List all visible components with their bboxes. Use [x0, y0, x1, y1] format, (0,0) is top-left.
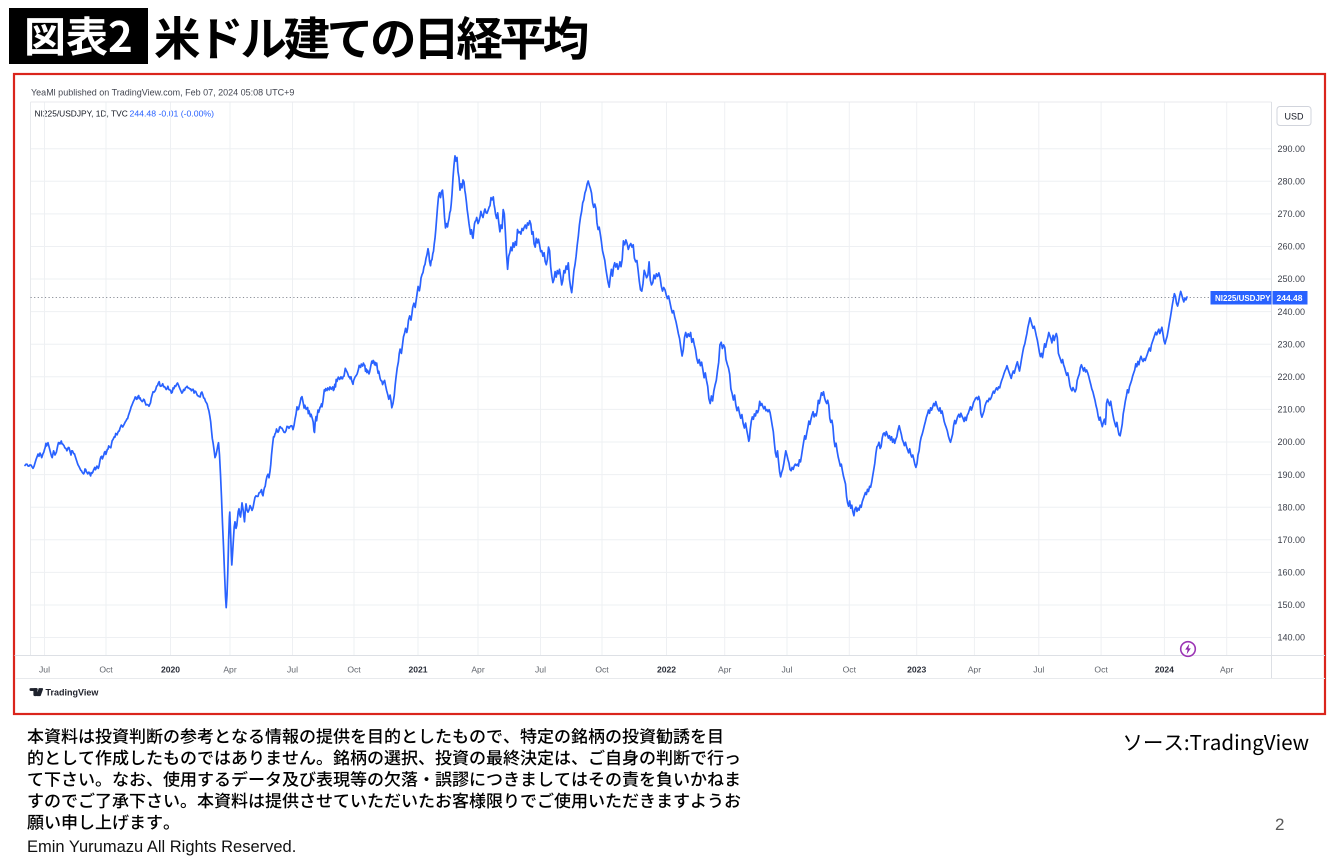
svg-text:244.48: 244.48 — [130, 109, 157, 119]
svg-text:280.00: 280.00 — [1278, 177, 1306, 187]
svg-text:270.00: 270.00 — [1278, 209, 1306, 219]
svg-text:NI225/USDJPY: NI225/USDJPY — [1215, 294, 1271, 303]
svg-text:Apr: Apr — [1220, 665, 1234, 675]
svg-text:Jul: Jul — [535, 665, 546, 675]
svg-text:USD: USD — [1284, 112, 1304, 122]
svg-text:Oct: Oct — [843, 665, 857, 675]
svg-text:2020: 2020 — [161, 665, 180, 675]
svg-text:Jul: Jul — [1033, 665, 1044, 675]
svg-text:200.00: 200.00 — [1278, 437, 1306, 447]
svg-text:2023: 2023 — [907, 665, 926, 675]
svg-text:NI225/USDJPY, 1D, TVC: NI225/USDJPY, 1D, TVC — [35, 109, 128, 119]
svg-text:YeaMl published on TradingView: YeaMl published on TradingView.com, Feb … — [31, 88, 294, 98]
svg-text:180.00: 180.00 — [1278, 502, 1306, 512]
svg-text:Apr: Apr — [471, 665, 485, 675]
svg-text:Apr: Apr — [968, 665, 982, 675]
svg-text:Oct: Oct — [347, 665, 361, 675]
svg-text:Apr: Apr — [223, 665, 237, 675]
svg-text:230.00: 230.00 — [1278, 339, 1306, 349]
svg-text:Jul: Jul — [782, 665, 793, 675]
svg-text:170.00: 170.00 — [1278, 535, 1306, 545]
svg-text:Oct: Oct — [1094, 665, 1108, 675]
svg-text:Oct: Oct — [99, 665, 113, 675]
svg-text:210.00: 210.00 — [1278, 405, 1306, 415]
svg-text:150.00: 150.00 — [1278, 600, 1306, 610]
svg-text:2021: 2021 — [408, 665, 427, 675]
svg-text:TradingView: TradingView — [46, 687, 100, 697]
svg-text:240.00: 240.00 — [1278, 307, 1306, 317]
svg-text:220.00: 220.00 — [1278, 372, 1306, 382]
svg-text:2: 2 — [1275, 815, 1284, 834]
svg-text:Apr: Apr — [718, 665, 732, 675]
svg-text:244.48: 244.48 — [1277, 293, 1303, 303]
svg-text:Oct: Oct — [595, 665, 609, 675]
svg-text:-0.01 (-0.00%): -0.01 (-0.00%) — [159, 109, 215, 119]
svg-text:260.00: 260.00 — [1278, 242, 1306, 252]
svg-text:Jul: Jul — [287, 665, 298, 675]
svg-text:250.00: 250.00 — [1278, 274, 1306, 284]
svg-text:140.00: 140.00 — [1278, 633, 1306, 643]
svg-text:Emin Yurumazu All Rights Reser: Emin Yurumazu All Rights Reserved. — [27, 838, 296, 856]
svg-text:2024: 2024 — [1155, 665, 1174, 675]
svg-text:160.00: 160.00 — [1278, 568, 1306, 578]
svg-text:190.00: 190.00 — [1278, 470, 1306, 480]
svg-text:Jul: Jul — [39, 665, 50, 675]
svg-text:2022: 2022 — [657, 665, 676, 675]
svg-text:290.00: 290.00 — [1278, 144, 1306, 154]
